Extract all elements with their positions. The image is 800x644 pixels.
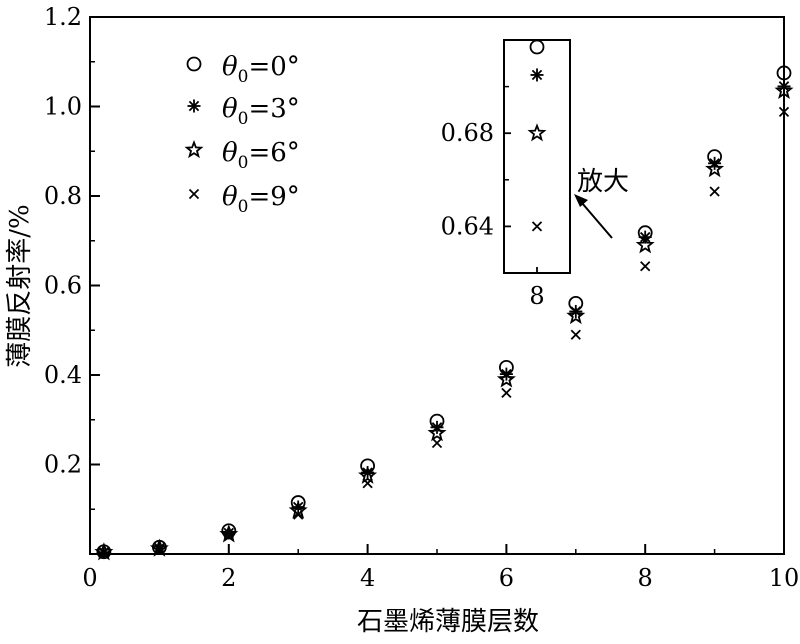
axes-frame xyxy=(89,16,785,555)
x-axis-label: 石墨烯薄膜层数 xyxy=(357,607,539,637)
y-tick-label: 1.2 xyxy=(44,3,82,31)
data-point-asterisk xyxy=(291,500,305,514)
x-tick-label: 8 xyxy=(638,564,653,592)
x-tick-label: 6 xyxy=(499,564,514,592)
data-point-star xyxy=(566,305,586,325)
zoom-inset: 0.68 0.64 8 xyxy=(441,39,571,310)
x-tick-label: 10 xyxy=(769,564,800,592)
legend-marker-asterisk xyxy=(187,99,201,113)
data-point-cross xyxy=(431,437,443,449)
data-point-cross xyxy=(362,478,373,489)
data-point-cross xyxy=(154,544,165,555)
legend-label: θ0=0° xyxy=(222,52,300,87)
legend-marker-circle xyxy=(186,56,202,72)
legend: θ0=0° θ0=3° θ0=6° θ0=9° xyxy=(184,52,300,217)
origin-tick-label: 0 xyxy=(82,564,97,592)
x-tick-label: 2 xyxy=(221,564,236,592)
legend-marker-cross xyxy=(188,188,200,200)
data-point-star xyxy=(496,369,516,388)
legend-marker-star xyxy=(184,140,204,159)
data-point-star xyxy=(149,538,169,557)
inset-point-star xyxy=(527,123,547,142)
y-tick-label: 0.2 xyxy=(44,451,82,479)
annotation-arrow xyxy=(574,194,613,239)
data-point-cross xyxy=(501,387,512,399)
data-point-cross xyxy=(98,547,110,558)
legend-label: θ0=9° xyxy=(222,182,300,217)
data-point-star xyxy=(774,80,794,99)
x-axis-ticks: 2 4 6 8 10 xyxy=(158,544,800,592)
data-point-cross xyxy=(709,186,720,197)
data-point-star xyxy=(635,235,655,254)
inset-point-cross xyxy=(531,221,543,232)
x-tick-label: 4 xyxy=(360,564,375,592)
y-axis-ticks: 0.2 0.4 0.6 0.8 1.0 1.2 xyxy=(44,3,100,510)
data-point-star xyxy=(358,465,378,484)
y-tick-label: 0.8 xyxy=(44,182,82,210)
inset-y-tick-label: 0.68 xyxy=(441,119,494,147)
inset-point-asterisk xyxy=(530,68,544,82)
data-points xyxy=(94,65,794,561)
data-point-cross xyxy=(293,509,304,520)
zoom-annotation: 放大 xyxy=(577,167,629,197)
inset-point-circle xyxy=(529,39,545,55)
legend-label: θ0=3° xyxy=(222,94,300,129)
data-point-star xyxy=(427,423,447,442)
data-point-cross xyxy=(640,261,651,272)
data-point-star xyxy=(219,524,239,543)
data-point-cross xyxy=(570,329,581,340)
inset-y-tick-label: 0.64 xyxy=(441,212,494,240)
y-tick-label: 1.0 xyxy=(44,93,82,121)
legend-label: θ0=6° xyxy=(222,138,300,173)
y-tick-label: 0.4 xyxy=(44,361,82,389)
inset-x-tick-label: 8 xyxy=(529,282,544,310)
data-point-star xyxy=(705,159,725,178)
y-axis-label: 薄膜反射率/% xyxy=(5,204,35,367)
data-point-star xyxy=(94,542,114,561)
data-point-circle xyxy=(776,65,792,81)
y-tick-label: 0.6 xyxy=(44,272,82,300)
data-point-cross xyxy=(223,530,234,542)
data-point-cross xyxy=(778,106,790,118)
plot-area: 2 4 6 8 10 0.2 0.4 0.6 0.8 1.0 1.2 0 xyxy=(44,3,799,592)
